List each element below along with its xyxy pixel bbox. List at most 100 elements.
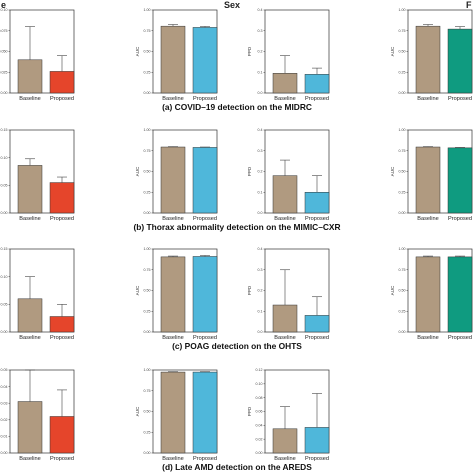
bar-proposed [192, 27, 218, 94]
y-axis-label: AUC [135, 166, 140, 176]
category-label: Proposed [448, 216, 472, 222]
category-label: Proposed [193, 96, 217, 102]
y-tick-label: 0.25 [399, 190, 406, 194]
y-tick-label: 0.00 [144, 211, 151, 215]
y-tick-label: 0.4 [258, 8, 263, 12]
y-tick-label: 0.50 [399, 50, 406, 54]
category-label: Proposed [448, 335, 472, 341]
chart-panel-1-0: 0.00 0.05 0.10 0.15 Baseline Proposed [1, 128, 75, 222]
chart-panel-1-2: 0.0 0.1 0.2 0.3 0.4 PPD Baseline Proposed [247, 128, 330, 222]
y-tick-label: 0.3 [258, 29, 263, 33]
chart-panel-2-1: 0.00 0.25 0.50 0.75 1.00 AUC Baseline Proposed [135, 247, 218, 341]
y-tick-label: 0.25 [399, 70, 406, 74]
category-label: Baseline [19, 96, 40, 102]
caption-row-b: (b) Thorax abnormality detection on the … [133, 222, 340, 232]
bar-proposed [49, 71, 75, 94]
y-tick-label: 0.10 [1, 156, 8, 160]
category-label: Proposed [50, 456, 74, 462]
category-label: Proposed [448, 96, 472, 102]
charts-layer: 0.000.0250.0500.0750.10BaselineProposed0… [0, 8, 473, 462]
y-tick-label: 0.75 [399, 29, 406, 33]
category-label: Baseline [19, 335, 40, 341]
y-tick-label: 0.075 [0, 29, 8, 33]
y-tick-label: 0.00 [399, 91, 406, 95]
y-axis-label: PPD [247, 166, 252, 176]
y-tick-label: 0.75 [144, 389, 151, 393]
y-tick-label: 0.75 [399, 149, 406, 153]
chart-panel-0-3: 0.00 0.25 0.50 0.75 1.00 AUC Baseline Proposed [390, 8, 473, 102]
y-tick-label: 0.15 [1, 247, 8, 251]
chart-panel-3-2: 0.00 0.02 0.04 0.06 0.08 0.10 0.12 PPD Baseline P… [247, 368, 330, 462]
y-tick-label: 1.00 [144, 128, 151, 132]
y-tick-label: 0.4 [258, 128, 263, 132]
y-tick-label: 0.25 [399, 309, 406, 313]
y-tick-label: 1.00 [144, 368, 151, 372]
y-axis-label: AUC [390, 46, 395, 56]
bar-baseline [17, 298, 43, 333]
y-tick-label: 0.05 [1, 184, 8, 188]
y-tick-label: 0.04 [256, 424, 263, 428]
y-tick-label: 0.04 [1, 385, 8, 389]
bar-baseline [160, 371, 186, 454]
bar-proposed [49, 316, 75, 333]
header-center-label: Sex [224, 0, 240, 10]
bar-baseline [160, 256, 186, 333]
y-tick-label: 0.00 [1, 211, 8, 215]
category-label: Proposed [193, 335, 217, 341]
bar-baseline [415, 256, 441, 333]
category-label: Baseline [274, 96, 295, 102]
caption-row-c: (c) POAG detection on the OHTS [172, 341, 302, 351]
y-tick-label: 1.00 [399, 128, 406, 132]
y-tick-label: 0.50 [399, 289, 406, 293]
y-tick-label: 0.10 [256, 382, 263, 386]
chart-panel-0-0: 0.00 0.025 0.050 0.075 0.10 Baseline Proposed [0, 8, 75, 102]
category-label: Baseline [417, 216, 438, 222]
category-label: Baseline [274, 335, 295, 341]
y-tick-label: 0.00 [399, 330, 406, 334]
y-tick-label: 0.00 [1, 451, 8, 455]
y-tick-label: 0.1 [258, 70, 263, 74]
y-axis-label: AUC [135, 46, 140, 56]
category-label: Baseline [162, 96, 183, 102]
bar-baseline [272, 175, 298, 214]
category-label: Proposed [193, 456, 217, 462]
y-tick-label: 0.00 [144, 330, 151, 334]
y-tick-label: 0.1 [258, 309, 263, 313]
y-tick-label: 0.3 [258, 149, 263, 153]
y-tick-label: 0.3 [258, 268, 263, 272]
chart-panel-1-1: 0.00 0.25 0.50 0.75 1.00 AUC Baseline Proposed [135, 128, 218, 222]
bar-proposed [304, 74, 330, 94]
y-tick-label: 0.00 [256, 451, 263, 455]
y-tick-label: 0.25 [144, 190, 151, 194]
y-tick-label: 0.4 [258, 247, 263, 251]
chart-panel-2-0: 0.00 0.05 0.10 0.15 Baseline Proposed [1, 247, 75, 341]
y-axis-label: AUC [390, 166, 395, 176]
bar-proposed [447, 256, 473, 333]
y-axis-label: AUC [135, 406, 140, 416]
category-label: Proposed [50, 335, 74, 341]
category-label: Proposed [193, 216, 217, 222]
y-tick-label: 0.50 [144, 50, 151, 54]
y-tick-label: 0.03 [1, 401, 8, 405]
y-tick-label: 0.025 [0, 70, 8, 74]
y-tick-label: 0.08 [256, 396, 263, 400]
caption-row-a: (a) COVID–19 detection on the MIDRC [162, 102, 312, 112]
y-tick-label: 0.2 [258, 289, 263, 293]
y-tick-label: 0.05 [1, 368, 8, 372]
header-left-label: e [1, 0, 6, 10]
header-right-label: F [466, 0, 472, 10]
y-tick-label: 0.0 [258, 91, 263, 95]
y-tick-label: 0.02 [1, 418, 8, 422]
category-label: Proposed [305, 96, 329, 102]
chart-panel-1-3: 0.00 0.25 0.50 0.75 1.00 AUC Baseline Proposed [390, 128, 473, 222]
category-label: Baseline [162, 335, 183, 341]
bar-baseline [17, 59, 43, 94]
y-tick-label: 0.0 [258, 211, 263, 215]
y-tick-label: 0.75 [144, 29, 151, 33]
y-tick-label: 0.1 [258, 190, 263, 194]
caption-row-d: (d) Late AMD detection on the AREDS [162, 462, 312, 472]
y-tick-label: 0.75 [144, 268, 151, 272]
category-label: Proposed [305, 216, 329, 222]
bar-proposed [49, 416, 75, 454]
